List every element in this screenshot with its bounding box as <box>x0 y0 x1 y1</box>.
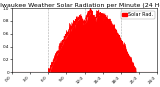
Title: Milwaukee Weather Solar Radiation per Minute (24 Hours): Milwaukee Weather Solar Radiation per Mi… <box>0 3 160 8</box>
Legend: Solar Rad.: Solar Rad. <box>120 11 155 19</box>
